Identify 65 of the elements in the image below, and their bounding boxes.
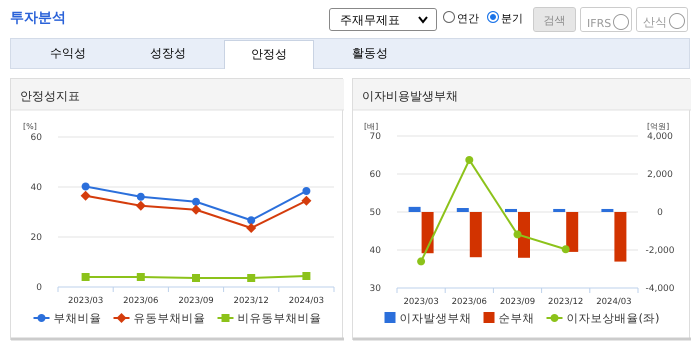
- x-tick-label: 2024/03: [288, 296, 324, 306]
- text: 수익성: [50, 46, 86, 60]
- legend-label: 순부채: [498, 311, 535, 325]
- y2-axis-title: [억원]: [647, 122, 670, 131]
- x-tick-label: 2023/09: [500, 297, 536, 307]
- point: [82, 273, 90, 281]
- y-tick-label: 60: [370, 170, 382, 180]
- legend-label: 이자발생부채: [400, 311, 472, 325]
- text: IFRS: [587, 17, 612, 30]
- point: [192, 274, 200, 282]
- y-tick-label: 50: [370, 208, 382, 218]
- y-axis-title: [배]: [364, 122, 378, 131]
- point: [247, 216, 256, 224]
- y-tick-label: 40: [370, 246, 382, 256]
- point: [191, 204, 201, 215]
- legend-label: 비유동부채비율: [238, 311, 322, 325]
- text: 산식: [643, 15, 667, 29]
- y-tick-label: 20: [30, 233, 42, 243]
- x-tick-label: 2023/12: [234, 296, 269, 306]
- legend-label: 부채비율: [54, 311, 102, 325]
- point: [80, 190, 91, 201]
- text: 투자분석: [10, 9, 66, 27]
- y-tick-label: 40: [30, 183, 42, 193]
- text: 분기: [501, 12, 523, 25]
- text: 활동성: [352, 46, 388, 60]
- point: [247, 274, 256, 282]
- x-tick-label: 2024/03: [596, 297, 632, 307]
- text: 주재무제표: [340, 13, 400, 27]
- y-tick-label: 60: [30, 133, 42, 143]
- x-tick-label: 2023/03: [403, 297, 439, 307]
- y2-tick-label: 4,000: [647, 132, 674, 142]
- chart-title: 이자비용발생부채: [362, 89, 458, 103]
- point: [192, 198, 200, 206]
- point: [136, 200, 146, 211]
- y-axis-title: [%]: [23, 122, 37, 131]
- text: 연간: [457, 12, 479, 25]
- legend-label: 유동부채비율: [134, 311, 206, 325]
- point: [136, 192, 145, 201]
- y-tick-label: 0: [36, 283, 42, 293]
- point: [301, 196, 312, 206]
- y2-tick-label: -4,000: [645, 284, 675, 294]
- point: [465, 156, 474, 164]
- point: [136, 273, 145, 281]
- point: [82, 182, 90, 190]
- point: [302, 187, 310, 195]
- text: 성장성: [150, 46, 186, 60]
- x-tick-label: 2023/03: [68, 296, 104, 306]
- y2-tick-label: -2,000: [645, 246, 675, 256]
- y-tick-label: 30: [370, 284, 382, 294]
- point: [302, 272, 310, 280]
- point: [417, 257, 426, 266]
- text: 안정성: [251, 47, 287, 61]
- x-tick-label: 2023/06: [123, 296, 158, 306]
- y-tick-label: 70: [370, 132, 382, 142]
- point: [246, 223, 256, 233]
- chart-title: 안정성지표: [20, 89, 80, 103]
- point: [514, 230, 522, 238]
- y2-tick-label: 0: [657, 208, 664, 218]
- y2-tick-label: 2,000: [647, 170, 674, 180]
- text: 검색: [544, 14, 566, 27]
- x-tick-label: 2023/06: [452, 297, 487, 307]
- legend-label: 이자보상배율(좌): [566, 311, 660, 325]
- x-tick-label: 2023/09: [178, 296, 214, 306]
- point: [562, 245, 570, 254]
- x-tick-label: 2023/12: [548, 297, 584, 307]
